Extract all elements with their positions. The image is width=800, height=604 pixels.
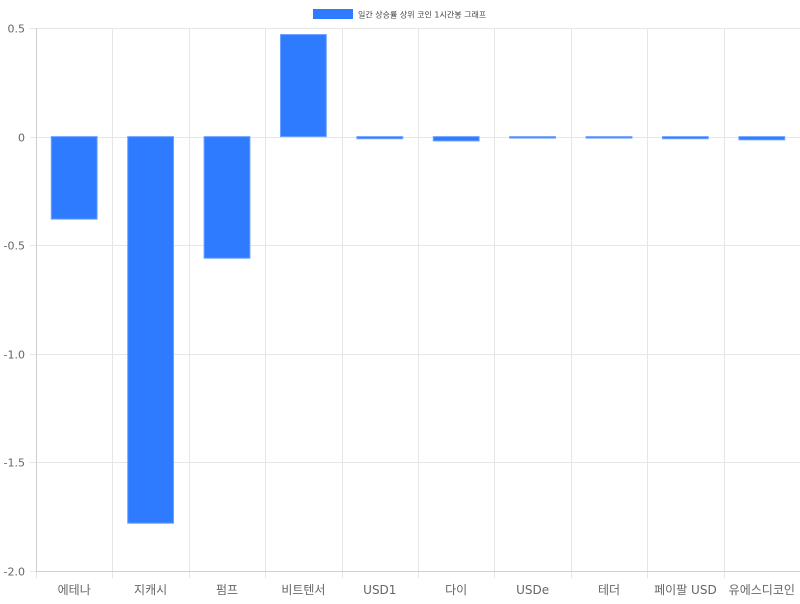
bar[interactable] bbox=[127, 136, 175, 524]
x-tick-label: 지캐시 bbox=[134, 583, 167, 597]
bar[interactable] bbox=[203, 136, 251, 259]
bars bbox=[50, 34, 786, 524]
x-tick-label: USDe bbox=[516, 583, 549, 597]
x-tick-label: 비트텐서 bbox=[281, 583, 325, 597]
bar[interactable] bbox=[356, 136, 404, 140]
bar[interactable] bbox=[509, 136, 557, 139]
x-tick-label: 펌프 bbox=[216, 583, 238, 597]
bar[interactable] bbox=[279, 34, 327, 138]
x-tick-label: 다이 bbox=[445, 583, 467, 597]
bar[interactable] bbox=[585, 136, 633, 139]
bar[interactable] bbox=[661, 136, 709, 140]
x-tick-label: 테더 bbox=[598, 583, 620, 597]
x-tick-label: 페이팔 USD bbox=[654, 583, 717, 597]
bar[interactable] bbox=[738, 136, 786, 141]
legend: 일간 상승률 상위 코인 1시간봉 그래프 bbox=[313, 9, 486, 20]
x-tick-label: USD1 bbox=[363, 583, 396, 597]
x-tick-label: 유에스디코인 bbox=[729, 583, 795, 597]
legend-swatch bbox=[313, 9, 353, 19]
legend-label: 일간 상승률 상위 코인 1시간봉 그래프 bbox=[358, 10, 486, 20]
y-tick-label: -1.5 bbox=[4, 457, 25, 470]
y-tick-label: -1.0 bbox=[4, 349, 25, 362]
x-axis: 에테나 지캐시 펌프 비트텐서 USD1 다이 USDe 테더 페이팔 USD 유에스디코인 bbox=[36, 571, 800, 597]
bar[interactable] bbox=[50, 136, 98, 220]
y-tick-label: -2.0 bbox=[4, 566, 25, 579]
y-tick-label: 0.5 bbox=[8, 23, 26, 36]
y-tick-label: -0.5 bbox=[4, 240, 25, 253]
y-axis: 0.5 0 -0.5 -1.0 -1.5 -2.0 bbox=[4, 23, 37, 579]
bar[interactable] bbox=[432, 136, 480, 142]
x-tick-label: 에테나 bbox=[58, 583, 91, 597]
y-tick-label: 0 bbox=[18, 132, 25, 145]
